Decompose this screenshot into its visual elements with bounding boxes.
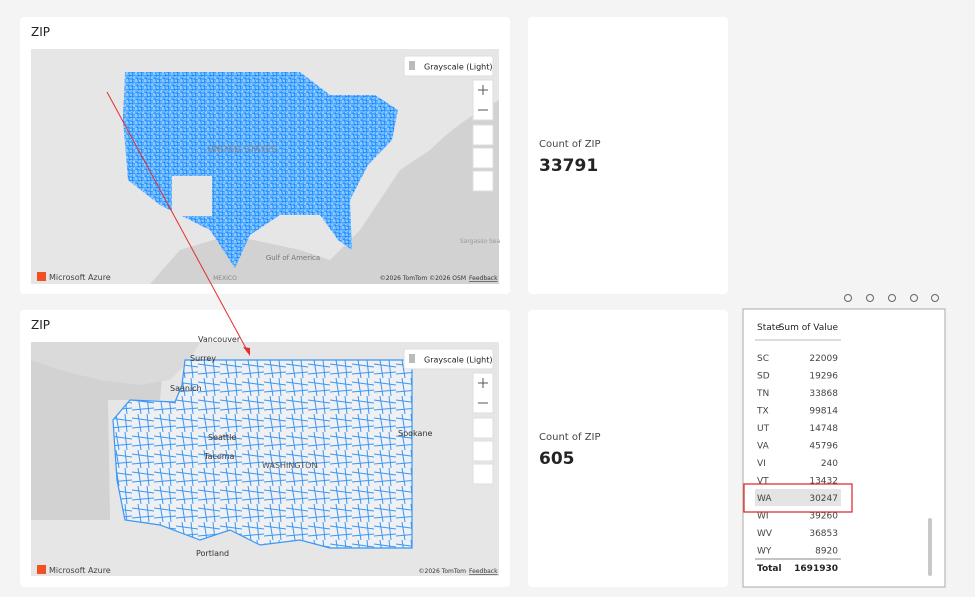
card-value: 605 — [539, 449, 575, 469]
map-label: Sargasso Sea — [460, 238, 501, 245]
map-label: UNITED STATES — [207, 145, 277, 155]
visual-title: ZIP — [31, 318, 50, 332]
map-label: Vancouver — [198, 335, 241, 344]
zip-areas — [123, 72, 398, 268]
map-land — [31, 342, 200, 385]
card-visual — [528, 310, 728, 587]
map-style-label: Grayscale (Light) — [424, 63, 493, 72]
cell[interactable]: 240 — [821, 459, 838, 469]
cell[interactable]: SD — [757, 372, 770, 382]
zip-areas — [112, 359, 413, 549]
map-label: Saanich — [170, 384, 202, 393]
map-control-button[interactable] — [472, 170, 494, 192]
cell[interactable]: 99814 — [809, 407, 838, 417]
cell[interactable]: WV — [757, 529, 773, 539]
map-control-button[interactable] — [472, 440, 494, 462]
map-feedback[interactable]: Feedback — [469, 275, 498, 282]
card-label: Count of ZIP — [539, 139, 601, 150]
cell[interactable]: WI — [757, 512, 769, 522]
cell[interactable]: WA — [757, 494, 772, 504]
annotation-arrow — [106, 91, 249, 353]
table-rows: SC 22009 SD 19296 TN 33868 TX 99814 UT 14748 VA 457… — [755, 354, 841, 574]
cell[interactable]: VT — [757, 477, 769, 487]
header-icon[interactable] — [844, 294, 852, 302]
map-control-button[interactable] — [472, 147, 494, 169]
map-attribution: ©2026 TomTom — [419, 568, 467, 575]
cell[interactable]: 22009 — [809, 354, 838, 364]
map-controls — [472, 79, 494, 192]
map-control-button[interactable] — [472, 417, 494, 439]
selected-row — [755, 489, 841, 506]
map-feedback[interactable]: Feedback — [469, 568, 498, 575]
map[interactable]: UNITED STATES MEXICO Gulf of America Sar… — [31, 49, 500, 284]
cell[interactable]: 45796 — [809, 442, 838, 452]
zoom-icon — [478, 378, 488, 404]
header-icon[interactable] — [866, 294, 874, 302]
cell[interactable]: UT — [757, 424, 770, 434]
style-icon — [409, 61, 415, 70]
scrollbar[interactable] — [928, 518, 932, 576]
column-header[interactable]: Sum of Value — [779, 323, 839, 333]
map-label: Tacoma — [203, 452, 235, 461]
arrow-head — [243, 347, 250, 356]
map-land — [172, 176, 212, 216]
cell[interactable]: 8920 — [815, 547, 838, 557]
cell[interactable]: VA — [757, 442, 770, 452]
map-control-button[interactable] — [472, 124, 494, 146]
card-visual — [528, 17, 728, 294]
cell[interactable]: SC — [757, 354, 769, 364]
cell[interactable]: 19296 — [809, 372, 838, 382]
total-value: 1691930 — [794, 564, 838, 574]
visual-title: ZIP — [31, 25, 50, 39]
azure-logo — [37, 565, 46, 574]
map-style-label: Grayscale (Light) — [424, 356, 493, 365]
cell[interactable]: WY — [757, 547, 772, 557]
map-label: Portland — [196, 549, 229, 558]
table-visual[interactable] — [742, 308, 946, 588]
visual-header-icons — [844, 294, 939, 302]
highlight-box — [743, 483, 853, 513]
azure-logo — [37, 272, 46, 281]
map-label: Spokane — [398, 429, 433, 438]
header-icon[interactable] — [931, 294, 939, 302]
map-control-button[interactable] — [472, 463, 494, 485]
column-header[interactable]: State — [757, 323, 781, 333]
cell[interactable]: 14748 — [809, 424, 838, 434]
map-label: Surrey — [190, 354, 216, 363]
map-controls — [472, 372, 494, 485]
header-icon[interactable] — [888, 294, 896, 302]
zoom-icon — [478, 85, 488, 111]
map-label: WASHINGTON — [262, 461, 317, 470]
card-value: 33791 — [539, 156, 598, 176]
map-brand: Microsoft Azure — [49, 273, 111, 282]
cell[interactable]: 39260 — [809, 512, 838, 522]
map-style-button[interactable] — [403, 55, 494, 77]
header-icon[interactable] — [910, 294, 918, 302]
map[interactable]: Vancouver Surrey Saanich Seattle Tacoma … — [31, 335, 499, 576]
cell[interactable]: 36853 — [809, 529, 838, 539]
map-label: Seattle — [208, 433, 236, 442]
card-label: Count of ZIP — [539, 432, 601, 443]
cell[interactable]: 33868 — [809, 389, 838, 399]
map-brand: Microsoft Azure — [49, 566, 111, 575]
cell[interactable]: TX — [756, 407, 769, 417]
total-label: Total — [757, 564, 782, 574]
style-icon — [409, 354, 415, 363]
map-label: MEXICO — [213, 275, 237, 282]
cell[interactable]: 13432 — [809, 477, 838, 487]
map-attribution: ©2026 TomTom ©2026 OSM — [380, 275, 466, 282]
cell[interactable]: VI — [757, 459, 766, 469]
cell[interactable]: 30247 — [809, 494, 838, 504]
cell[interactable]: TN — [756, 389, 769, 399]
map-label: Gulf of America — [266, 254, 320, 262]
map-style-button[interactable] — [403, 348, 494, 370]
